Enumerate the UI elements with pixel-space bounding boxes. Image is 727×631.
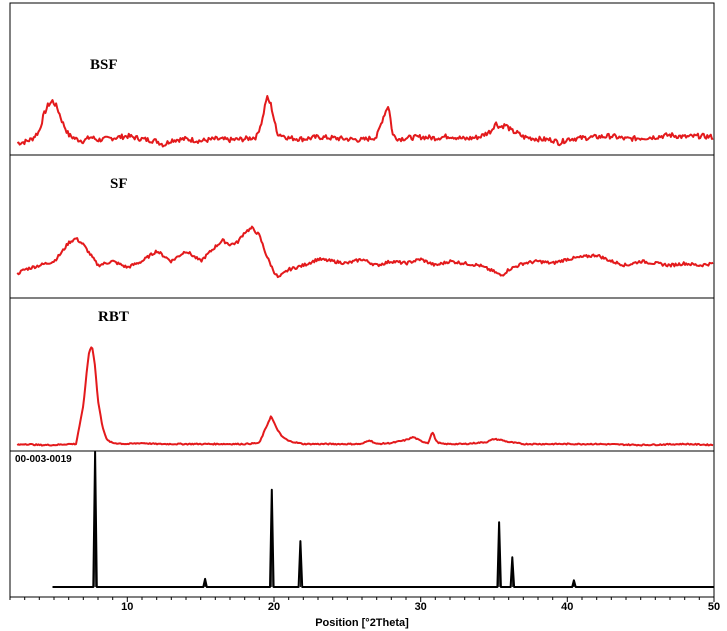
panel-label-3: RBT <box>98 309 129 325</box>
x-axis-label: Position [°2Theta] <box>315 617 409 629</box>
panel-label-4: 00-003-0019 <box>15 454 72 465</box>
x-tick-label: 30 <box>415 601 427 613</box>
x-tick-label: 10 <box>121 601 133 613</box>
x-tick-label: 50 <box>708 601 720 613</box>
trace-sf <box>16 225 714 279</box>
trace-bsf <box>16 95 714 148</box>
panel-label-1: BSF <box>90 57 118 73</box>
panel-label-2: SF <box>110 176 128 192</box>
trace-reference-pattern <box>52 451 714 588</box>
x-tick-label: 20 <box>268 601 280 613</box>
panel-frame-4 <box>9 450 715 598</box>
trace-rbt <box>16 346 714 447</box>
x-tick-label: 40 <box>561 601 573 613</box>
panel-frame-1 <box>9 2 715 156</box>
